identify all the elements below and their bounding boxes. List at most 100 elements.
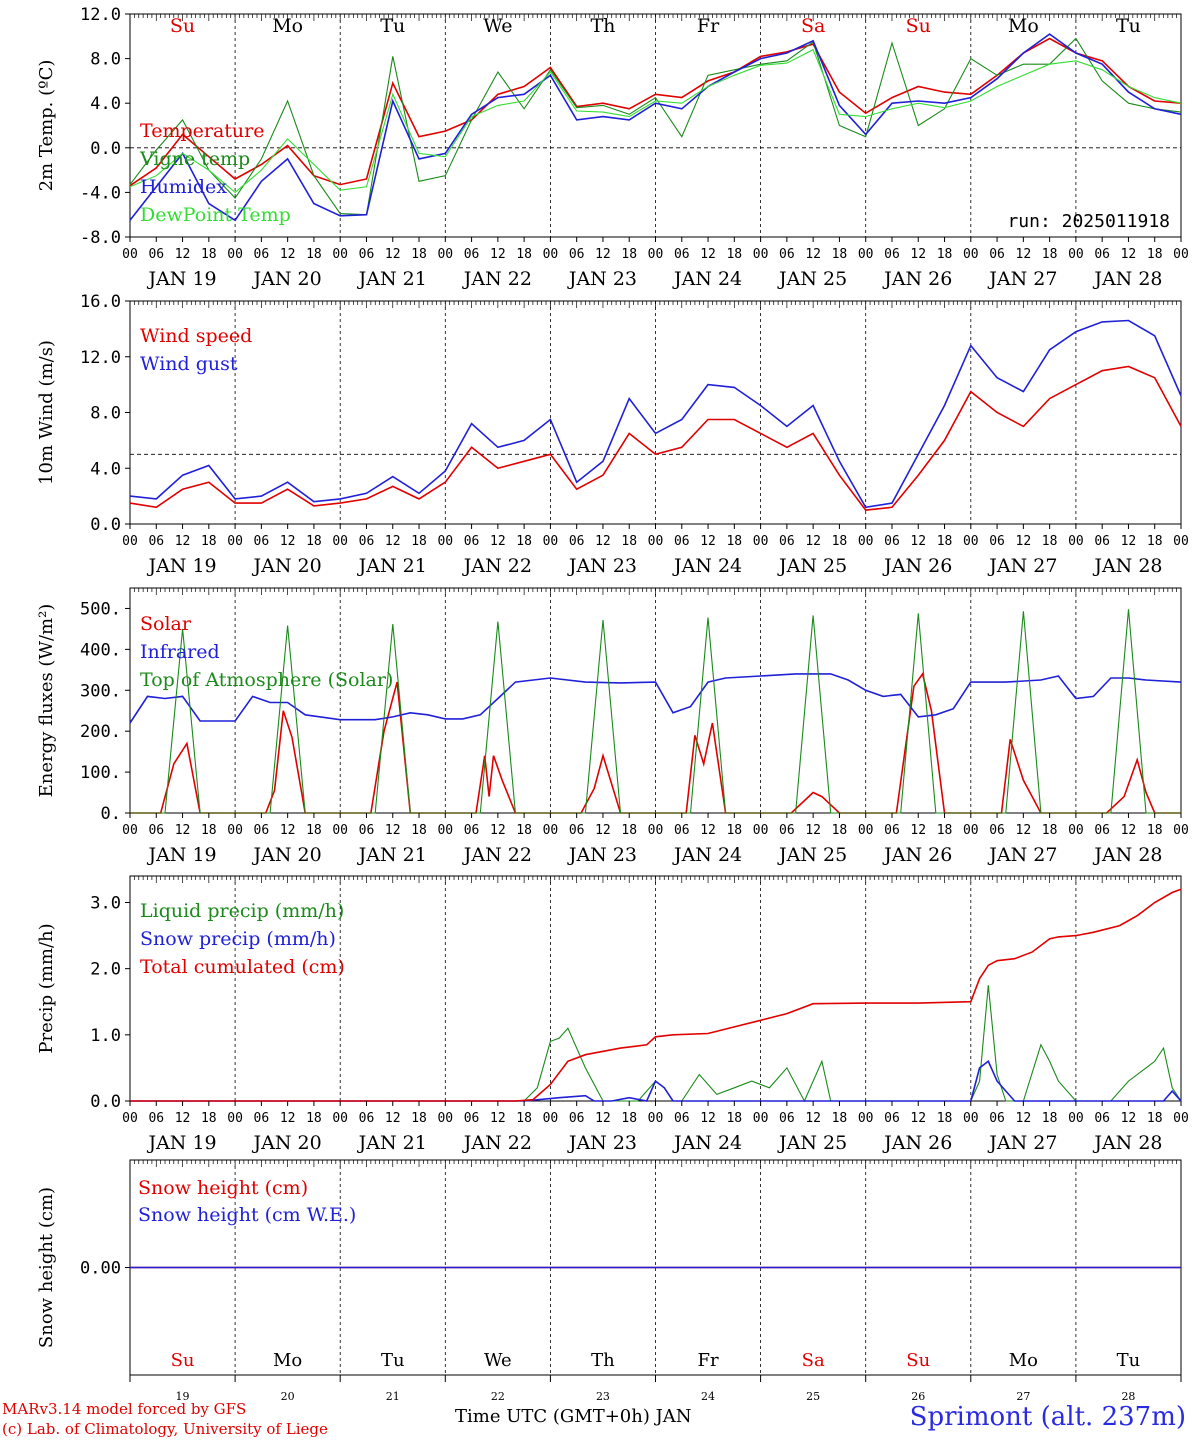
x-hour-label: 18: [306, 534, 322, 549]
x-hour-label: 00: [1173, 1111, 1189, 1126]
x-day-label: JAN 23: [567, 844, 637, 866]
x-hour-label: 18: [411, 247, 427, 262]
panel-frame: [129, 300, 1182, 525]
x-hour-label: 12: [1016, 247, 1032, 262]
x-hour-label: 12: [910, 534, 926, 549]
legend-entry: Solar: [140, 613, 192, 635]
day-number-label: 26: [911, 1390, 925, 1403]
x-hour-label: 06: [464, 823, 480, 838]
x-hour-label: 00: [437, 247, 453, 262]
x-hour-label: 12: [175, 247, 191, 262]
weekday-label-top: Tu: [1116, 15, 1141, 37]
x-hour-label: 18: [832, 247, 848, 262]
x-hour-label: 12: [280, 247, 296, 262]
x-hour-label: 00: [543, 534, 559, 549]
x-hour-label: 06: [884, 1111, 900, 1126]
x-hour-label: 18: [516, 534, 532, 549]
x-hour-label: 00: [227, 534, 243, 549]
x-day-label: JAN 27: [987, 268, 1057, 290]
x-hour-label: 00: [648, 1111, 664, 1126]
x-hour-label: 06: [569, 534, 585, 549]
x-hour-label: 12: [490, 1111, 506, 1126]
x-day-label: JAN 24: [672, 844, 742, 866]
x-hour-label: 00: [1173, 823, 1189, 838]
x-hour-label: 06: [148, 247, 164, 262]
x-day-label: JAN 28: [1092, 844, 1162, 866]
y-tick-label: 0.0: [90, 139, 121, 159]
x-hour-label: 00: [858, 1111, 874, 1126]
weekday-label-bottom: Sa: [802, 1350, 825, 1371]
weekday-label-bottom: Tu: [1117, 1350, 1141, 1371]
x-day-label: JAN 26: [882, 1132, 952, 1154]
x-day-label: JAN 24: [672, 555, 742, 577]
x-hour-label: 00: [122, 534, 138, 549]
x-hour-label: 06: [1094, 247, 1110, 262]
x-hour-label: 18: [1147, 534, 1163, 549]
x-day-label: JAN 25: [777, 268, 847, 290]
x-hour-label: 06: [569, 247, 585, 262]
weekday-label-top: Su: [906, 15, 931, 37]
x-hour-label: 00: [1173, 534, 1189, 549]
weekday-label-bottom: Fr: [698, 1350, 719, 1371]
x-hour-label: 12: [175, 534, 191, 549]
legend-entry: Temperature: [140, 120, 264, 142]
y-tick-label: -4.0: [80, 183, 121, 203]
x-hour-label: 18: [411, 534, 427, 549]
x-day-label: JAN 23: [567, 268, 637, 290]
x-hour-label: 06: [1094, 534, 1110, 549]
x-hour-label: 06: [254, 823, 270, 838]
series-line: [130, 1060, 1182, 1102]
x-hour-label: 06: [989, 247, 1005, 262]
x-hour-label: 18: [201, 247, 217, 262]
x-hour-label: 18: [1147, 247, 1163, 262]
x-hour-label: 12: [805, 247, 821, 262]
x-hour-label: 06: [674, 1111, 690, 1126]
day-number-label: 20: [281, 1390, 295, 1403]
series-line: [130, 985, 1182, 1103]
x-hour-label: 18: [621, 823, 637, 838]
x-hour-label: 12: [595, 1111, 611, 1126]
x-hour-label: 06: [779, 534, 795, 549]
x-day-label: JAN 20: [252, 555, 322, 577]
x-day-label: JAN 26: [882, 268, 952, 290]
y-tick-label: 2.0: [90, 960, 121, 980]
y-tick-label: 8.0: [90, 404, 121, 424]
y-tick-label: 0.0: [90, 515, 121, 535]
x-day-label: JAN 28: [1092, 555, 1162, 577]
weekday-label-bottom: We: [484, 1350, 512, 1371]
x-hour-label: 18: [201, 823, 217, 838]
weekday-label-bottom: Su: [906, 1350, 930, 1371]
x-hour-label: 00: [858, 823, 874, 838]
x-hour-label: 12: [1121, 534, 1137, 549]
legend-entry: Top of Atmosphere (Solar): [140, 669, 393, 691]
x-hour-label: 12: [700, 247, 716, 262]
legend-entry: Total cumulated (cm): [140, 956, 345, 978]
x-hour-label: 12: [805, 1111, 821, 1126]
x-hour-label: 12: [700, 823, 716, 838]
legend-entry: Snow height (cm W.E.): [138, 1204, 356, 1226]
x-hour-label: 18: [1042, 1111, 1058, 1126]
x-day-label: JAN 20: [252, 1132, 322, 1154]
legend-entry: Vigne temp: [139, 148, 250, 170]
series-line: [129, 37, 1182, 216]
day-number-label: 23: [596, 1390, 610, 1403]
x-hour-label: 12: [595, 534, 611, 549]
x-day-label: JAN 21: [357, 555, 427, 577]
x-hour-label: 18: [726, 534, 742, 549]
credit-lab: (c) Lab. of Climatology, University of L…: [2, 1420, 328, 1438]
x-hour-label: 12: [280, 1111, 296, 1126]
x-hour-label: 12: [910, 247, 926, 262]
x-day-label: JAN 25: [777, 1132, 847, 1154]
x-hour-label: 00: [437, 823, 453, 838]
x-hour-label: 12: [490, 247, 506, 262]
x-day-label: JAN 23: [567, 555, 637, 577]
x-day-label: JAN 22: [462, 268, 532, 290]
y-tick-label: 12.0: [80, 348, 121, 368]
y-tick-label: 300.: [80, 681, 121, 701]
x-hour-label: 06: [359, 823, 375, 838]
x-day-label: JAN 19: [146, 268, 216, 290]
y-tick-label: 1.0: [90, 1026, 121, 1046]
x-hour-label: 18: [516, 823, 532, 838]
y-axis-label: 10m Wind (m/s): [36, 340, 57, 485]
series-line: [129, 319, 1182, 509]
